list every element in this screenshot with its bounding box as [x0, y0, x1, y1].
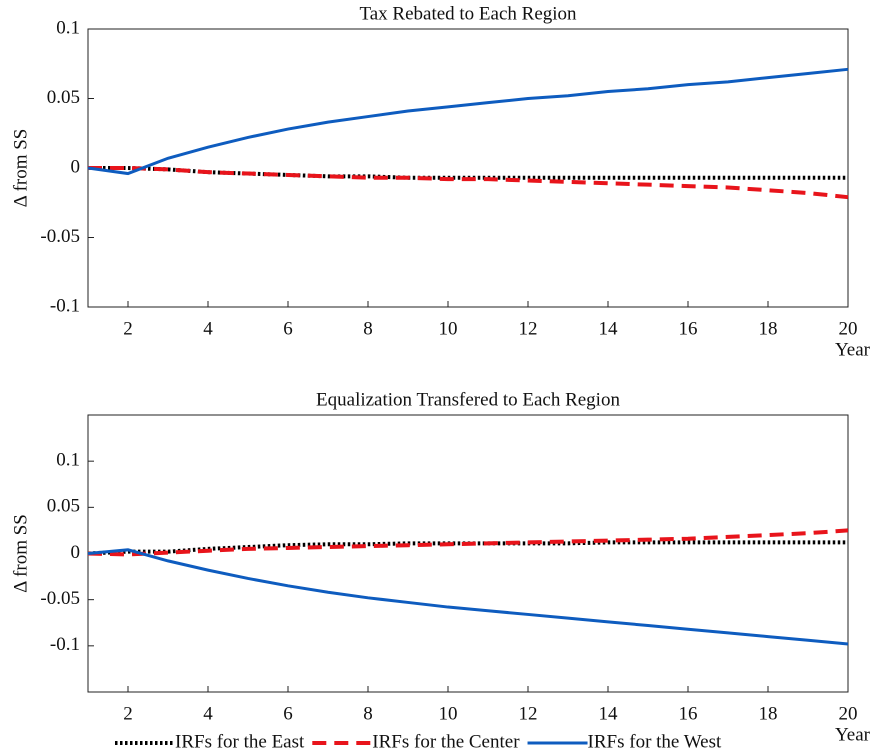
y-axis-label: Δ from SS — [10, 514, 31, 593]
x-tick-label: 16 — [679, 318, 698, 339]
x-tick-label: 4 — [203, 318, 213, 339]
x-tick-label: 14 — [599, 318, 619, 339]
legend-label: IRFs for the West — [588, 731, 722, 752]
x-axis-label: Year — [835, 339, 871, 360]
y-tick-label: 0.05 — [47, 496, 80, 517]
chart-title: Tax Rebated to Each Region — [359, 3, 577, 24]
series-line — [88, 166, 849, 200]
x-tick-label: 6 — [283, 703, 293, 724]
x-tick-label: 8 — [363, 703, 373, 724]
y-axis-label: Δ from SS — [10, 129, 31, 208]
x-tick-label: 10 — [439, 703, 458, 724]
x-tick-label: 8 — [363, 318, 373, 339]
chart-title: Equalization Transfered to Each Region — [316, 389, 620, 410]
x-tick-label: 12 — [519, 703, 538, 724]
x-tick-label: 16 — [679, 703, 698, 724]
y-tick-label: 0.1 — [56, 17, 80, 38]
y-tick-label: 0 — [71, 542, 81, 563]
x-tick-label: 12 — [519, 318, 538, 339]
legend-label: IRFs for the Center — [372, 731, 520, 752]
x-tick-label: 18 — [759, 318, 778, 339]
x-tick-label: 2 — [123, 703, 133, 724]
legend-label: IRFs for the East — [175, 731, 305, 752]
y-tick-label: 0.05 — [47, 87, 80, 108]
series-line — [87, 67, 849, 176]
y-tick-label: 0.1 — [56, 450, 80, 471]
plot-frame — [87, 414, 849, 693]
y-tick-label: 0 — [71, 156, 81, 177]
series-line — [87, 548, 849, 646]
plot-frame — [87, 28, 849, 308]
x-tick-label: 18 — [759, 703, 778, 724]
x-axis-label: Year — [835, 724, 871, 745]
y-tick-label: -0.05 — [40, 588, 80, 609]
x-tick-label: 10 — [439, 318, 458, 339]
x-tick-label: 14 — [599, 703, 619, 724]
x-tick-label: 20 — [839, 703, 858, 724]
y-tick-label: -0.05 — [40, 226, 80, 247]
x-tick-label: 4 — [203, 703, 213, 724]
y-tick-label: -0.1 — [50, 295, 80, 316]
y-tick-label: -0.1 — [50, 634, 80, 655]
x-tick-label: 6 — [283, 318, 293, 339]
x-tick-label: 20 — [839, 318, 858, 339]
x-tick-label: 2 — [123, 318, 133, 339]
series-line — [87, 528, 849, 557]
